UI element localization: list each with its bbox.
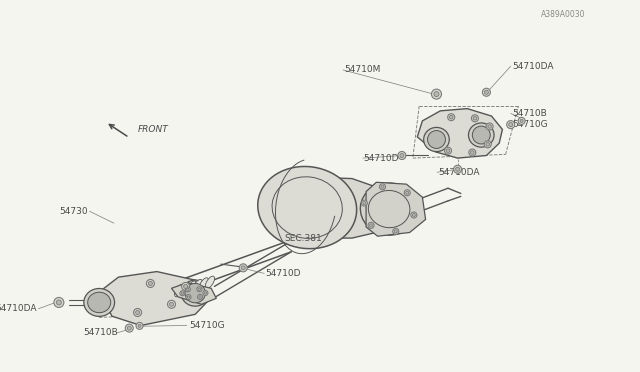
- Circle shape: [456, 167, 460, 171]
- Circle shape: [56, 300, 61, 305]
- Circle shape: [369, 224, 372, 227]
- Text: 54710G: 54710G: [189, 321, 225, 330]
- Circle shape: [147, 279, 154, 288]
- Ellipse shape: [181, 280, 209, 306]
- Text: 54710B: 54710B: [512, 109, 547, 118]
- Circle shape: [411, 212, 417, 218]
- Circle shape: [197, 287, 202, 292]
- Ellipse shape: [360, 183, 418, 235]
- Text: 54710D: 54710D: [364, 154, 399, 163]
- Circle shape: [470, 151, 474, 154]
- Circle shape: [381, 185, 384, 188]
- Circle shape: [469, 149, 476, 156]
- Ellipse shape: [424, 127, 449, 152]
- Circle shape: [148, 282, 152, 285]
- Circle shape: [203, 291, 208, 295]
- Circle shape: [520, 119, 523, 122]
- Circle shape: [393, 228, 399, 234]
- Text: 54730: 54730: [60, 207, 88, 216]
- Circle shape: [186, 295, 191, 299]
- Polygon shape: [274, 177, 390, 238]
- Circle shape: [368, 222, 374, 228]
- Circle shape: [445, 147, 451, 154]
- Polygon shape: [366, 182, 426, 236]
- Text: 54710M: 54710M: [344, 65, 381, 74]
- Text: 54710DA: 54710DA: [438, 169, 480, 177]
- Text: FRONT: FRONT: [138, 125, 168, 134]
- Circle shape: [448, 114, 454, 121]
- Circle shape: [486, 142, 490, 146]
- Circle shape: [239, 264, 247, 272]
- Circle shape: [488, 125, 492, 128]
- Ellipse shape: [205, 276, 214, 289]
- Circle shape: [484, 141, 491, 148]
- Circle shape: [412, 214, 415, 217]
- Circle shape: [473, 116, 477, 120]
- Ellipse shape: [187, 281, 196, 294]
- Circle shape: [507, 121, 515, 129]
- Polygon shape: [172, 283, 216, 304]
- Circle shape: [125, 324, 133, 332]
- Circle shape: [198, 294, 202, 299]
- Circle shape: [363, 202, 366, 205]
- Circle shape: [394, 230, 397, 233]
- Circle shape: [186, 287, 190, 292]
- Text: 54710D: 54710D: [266, 269, 301, 278]
- Ellipse shape: [84, 288, 115, 316]
- Text: A389A0030: A389A0030: [541, 10, 586, 19]
- Text: 54710G: 54710G: [512, 120, 548, 129]
- Polygon shape: [99, 272, 211, 326]
- Circle shape: [406, 191, 409, 194]
- Circle shape: [136, 323, 143, 329]
- Circle shape: [434, 92, 439, 97]
- Polygon shape: [417, 109, 502, 158]
- Ellipse shape: [185, 283, 205, 303]
- Circle shape: [54, 298, 64, 307]
- Circle shape: [136, 311, 140, 314]
- Circle shape: [484, 90, 488, 94]
- Circle shape: [168, 300, 175, 308]
- Circle shape: [187, 288, 189, 291]
- Circle shape: [127, 326, 131, 330]
- Ellipse shape: [175, 284, 184, 297]
- Circle shape: [380, 184, 385, 190]
- Text: 54710DA: 54710DA: [512, 62, 554, 71]
- Circle shape: [204, 292, 207, 294]
- Ellipse shape: [180, 283, 190, 295]
- Text: 54710DA: 54710DA: [0, 304, 37, 313]
- Ellipse shape: [258, 167, 356, 248]
- Circle shape: [486, 123, 493, 130]
- Circle shape: [483, 88, 490, 96]
- Circle shape: [134, 308, 141, 317]
- Circle shape: [170, 302, 173, 306]
- Circle shape: [454, 165, 461, 173]
- Ellipse shape: [472, 126, 490, 144]
- Text: 54710B: 54710B: [84, 328, 118, 337]
- Circle shape: [199, 296, 201, 298]
- Circle shape: [431, 89, 442, 99]
- Circle shape: [362, 200, 367, 206]
- Circle shape: [138, 324, 141, 327]
- Circle shape: [182, 282, 189, 291]
- Circle shape: [180, 291, 185, 296]
- Text: SEC.381: SEC.381: [285, 234, 323, 243]
- Circle shape: [184, 285, 188, 288]
- Ellipse shape: [88, 292, 111, 312]
- Circle shape: [198, 288, 200, 291]
- Circle shape: [449, 115, 453, 119]
- Circle shape: [518, 118, 525, 124]
- Ellipse shape: [468, 123, 494, 147]
- Circle shape: [241, 266, 245, 270]
- Circle shape: [400, 154, 404, 157]
- Circle shape: [509, 123, 513, 126]
- Circle shape: [398, 151, 406, 160]
- Circle shape: [446, 149, 450, 153]
- Ellipse shape: [428, 131, 445, 148]
- Circle shape: [181, 292, 184, 295]
- Ellipse shape: [199, 278, 209, 290]
- Circle shape: [472, 115, 478, 122]
- Circle shape: [188, 296, 189, 298]
- Circle shape: [404, 190, 410, 196]
- Ellipse shape: [193, 279, 202, 292]
